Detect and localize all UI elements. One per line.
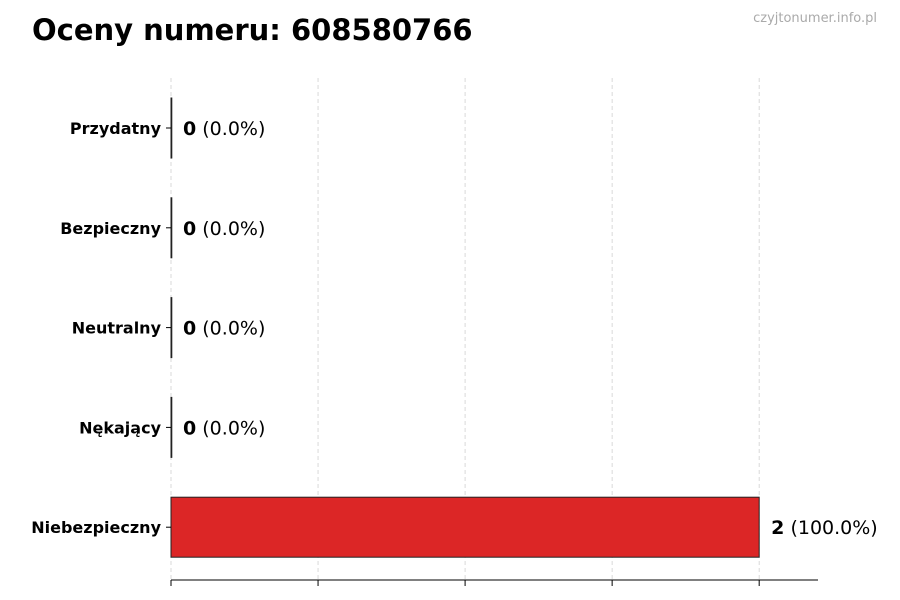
category-label: Niebezpieczny xyxy=(31,518,161,537)
category-label: Nękający xyxy=(79,418,161,437)
bar-2 xyxy=(170,297,173,359)
value-percent: (100.0%) xyxy=(784,517,877,539)
value-label: 0 (0.0%) xyxy=(183,318,265,340)
value-count: 0 xyxy=(183,118,196,140)
value-label: 0 (0.0%) xyxy=(183,218,265,240)
value-percent: (0.0%) xyxy=(196,318,265,340)
value-count: 2 xyxy=(771,517,784,539)
value-count: 0 xyxy=(183,218,196,240)
category-label: Neutralny xyxy=(72,319,162,338)
value-percent: (0.0%) xyxy=(196,417,265,439)
value-label: 0 (0.0%) xyxy=(183,417,265,439)
bar-4 xyxy=(170,496,760,558)
value-count: 0 xyxy=(183,318,196,340)
chart-title: Oceny numeru: 608580766 xyxy=(32,13,473,47)
category-label: Bezpieczny xyxy=(60,219,161,238)
watermark: czyjtonumer.info.pl xyxy=(753,11,877,26)
category-label: Przydatny xyxy=(70,119,162,138)
value-count: 0 xyxy=(183,417,196,439)
value-label: 2 (100.0%) xyxy=(771,517,878,539)
value-percent: (0.0%) xyxy=(196,118,265,140)
bar-3 xyxy=(170,396,173,458)
value-percent: (0.0%) xyxy=(196,218,265,240)
bar-0 xyxy=(170,97,173,159)
value-label: 0 (0.0%) xyxy=(183,118,265,140)
bar-1 xyxy=(170,197,173,259)
